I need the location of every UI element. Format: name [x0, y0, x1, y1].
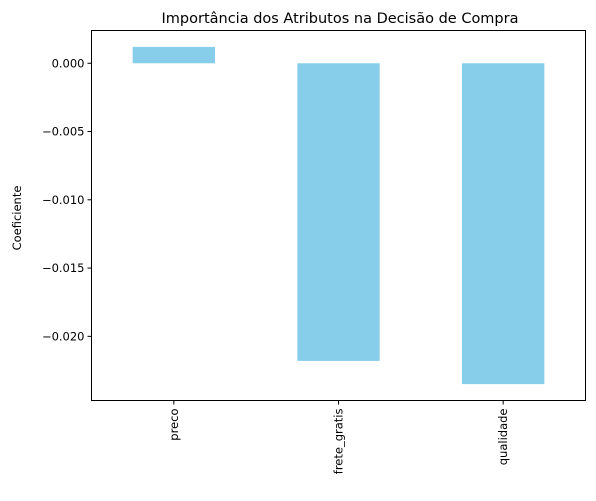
x-axis-ticks: preco frete_gratis qualidade: [167, 400, 510, 475]
x-tick-label: preco: [167, 409, 181, 441]
y-axis-ticks: 0.000 −0.005 −0.010 −0.015 −0.020: [42, 56, 92, 343]
chart-title: Importância dos Atributos na Decisão de …: [162, 11, 519, 27]
bar-preco: [132, 46, 215, 64]
y-tick-label: −0.015: [42, 261, 85, 275]
y-tick-label: −0.010: [42, 193, 85, 207]
y-axis-label: Coeficiente: [10, 186, 24, 251]
y-tick-label: −0.020: [42, 329, 85, 343]
bar-qualidade: [462, 63, 545, 385]
y-tick-label: 0.000: [52, 56, 85, 70]
y-tick-label: −0.005: [42, 125, 85, 139]
plot-frame: [91, 30, 586, 401]
x-tick-label: qualidade: [496, 409, 510, 466]
bar-frete_gratis: [297, 63, 380, 361]
x-tick-label: frete_gratis: [332, 409, 346, 475]
bars-group: [132, 46, 545, 385]
